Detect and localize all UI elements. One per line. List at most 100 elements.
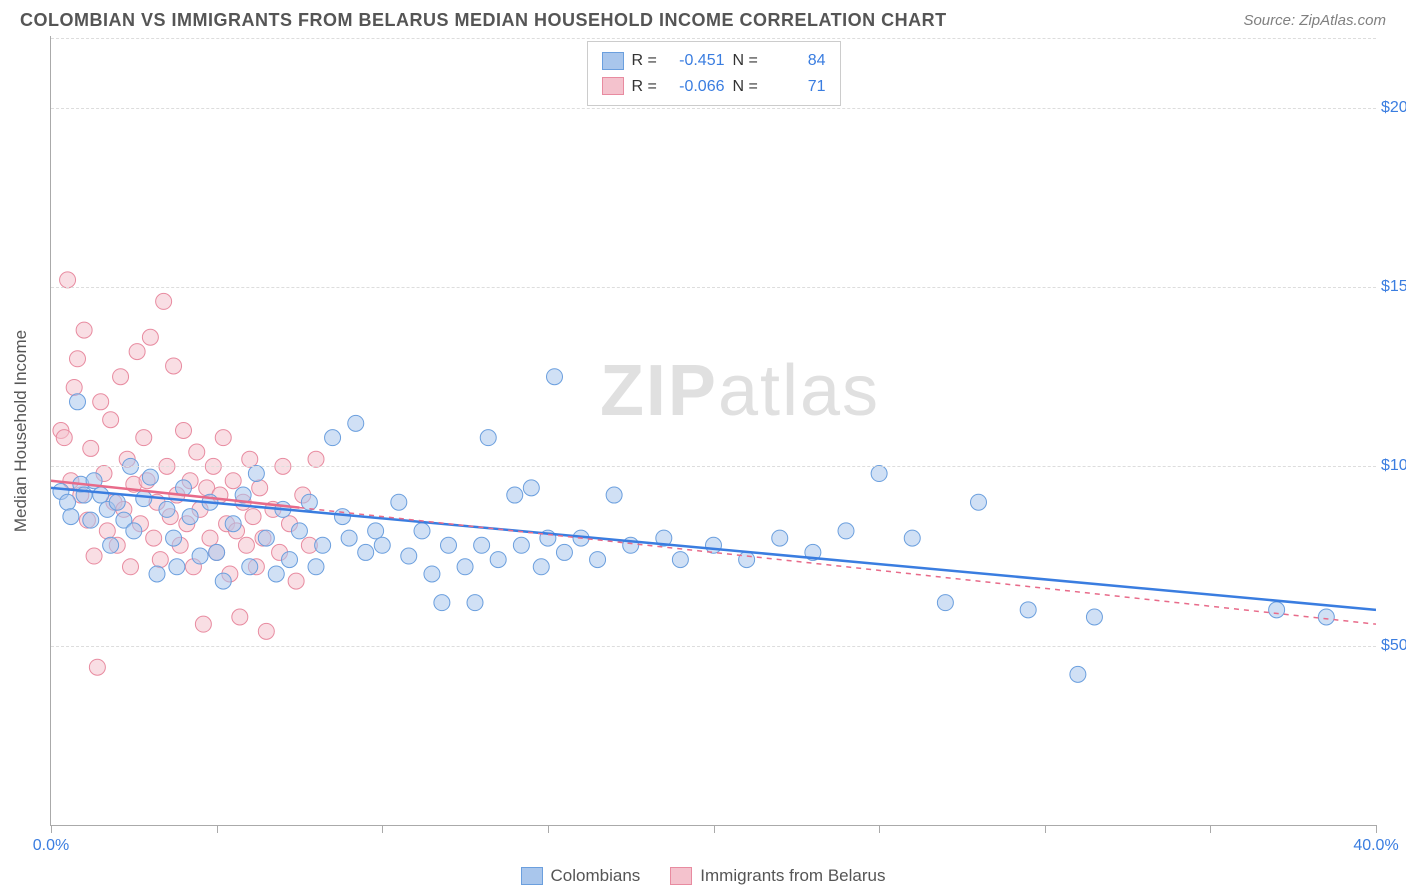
scatter-point [202,530,218,546]
legend-label: Immigrants from Belarus [700,866,885,886]
scatter-point [606,487,622,503]
scatter-point [507,487,523,503]
scatter-point [590,552,606,568]
scatter-point [268,566,284,582]
legend-swatch [602,77,624,95]
scatter-point [70,351,86,367]
scatter-point [129,344,145,360]
scatter-point [60,494,76,510]
scatter-point [103,537,119,553]
y-tick-label: $50,000 [1381,637,1406,655]
scatter-point [166,530,182,546]
chart-source: Source: ZipAtlas.com [1243,12,1386,29]
scatter-point [739,552,755,568]
scatter-point [547,369,563,385]
stat-r-value: -0.066 [670,74,725,100]
x-tick [548,825,549,833]
scatter-point [195,616,211,632]
scatter-point [99,523,115,539]
scatter-point [209,544,225,560]
x-tick [714,825,715,833]
scatter-point [60,272,76,288]
scatter-point [374,537,390,553]
scatter-point [1269,602,1285,618]
scatter-point [467,595,483,611]
scatter-point [291,523,307,539]
stats-legend-box: R = -0.451 N = 84R = -0.066 N = 71 [587,41,841,106]
stat-label: R = [632,74,662,100]
scatter-point [242,559,258,575]
gridline [51,108,1376,109]
scatter-point [401,548,417,564]
chart-title: COLOMBIAN VS IMMIGRANTS FROM BELARUS MED… [20,10,947,31]
scatter-point [772,530,788,546]
scatter-point [93,394,109,410]
y-axis-label: Median Household Income [11,329,31,531]
scatter-point [513,537,529,553]
scatter-point [182,509,198,525]
scatter-point [480,430,496,446]
scatter-point [335,509,351,525]
gridline [51,287,1376,288]
scatter-point [113,369,129,385]
scatter-point [424,566,440,582]
scatter-point [109,494,125,510]
scatter-point [282,552,298,568]
x-tick [51,825,52,833]
scatter-point [1020,602,1036,618]
scatter-point [93,487,109,503]
scatter-point [358,544,374,560]
scatter-point [152,552,168,568]
stats-row: R = -0.451 N = 84 [602,48,826,74]
scatter-point [971,494,987,510]
scatter-point [86,548,102,564]
scatter-point [146,530,162,546]
scatter-point [391,494,407,510]
scatter-point [89,659,105,675]
scatter-point [56,430,72,446]
scatter-point [474,537,490,553]
scatter-point [1318,609,1334,625]
y-tick-label: $100,000 [1381,457,1406,475]
scatter-point [66,379,82,395]
x-tick [217,825,218,833]
stats-row: R = -0.066 N = 71 [602,74,826,100]
scatter-point [232,609,248,625]
scatter-point [368,523,384,539]
scatter-point [245,509,261,525]
scatter-point [258,530,274,546]
scatter-point [1086,609,1102,625]
scatter-point [238,537,254,553]
scatter-point [441,537,457,553]
scatter-point [414,523,430,539]
scatter-point [136,491,152,507]
gridline [51,466,1376,467]
stat-label: N = [733,48,763,74]
scatter-point [523,480,539,496]
scatter-point [136,430,152,446]
scatter-point [533,559,549,575]
scatter-point [149,566,165,582]
legend-swatch [521,867,543,885]
gridline [51,38,1376,39]
scatter-point [83,512,99,528]
scatter-point [308,559,324,575]
stat-r-value: -0.451 [670,48,725,74]
scatter-point [1070,666,1086,682]
x-tick [1210,825,1211,833]
x-tick-label: 40.0% [1353,837,1398,855]
scatter-point [215,573,231,589]
x-tick [1045,825,1046,833]
scatter-point [215,430,231,446]
scatter-point [937,595,953,611]
scatter-point [192,548,208,564]
scatter-point [457,559,473,575]
scatter-chart: Median Household Income ZIPatlas R = -0.… [50,36,1376,826]
scatter-point [325,430,341,446]
legend-label: Colombians [551,866,641,886]
scatter-point [156,293,172,309]
scatter-point [159,501,175,517]
legend-swatch [670,867,692,885]
scatter-point [123,559,139,575]
stat-n-value: 71 [771,74,826,100]
